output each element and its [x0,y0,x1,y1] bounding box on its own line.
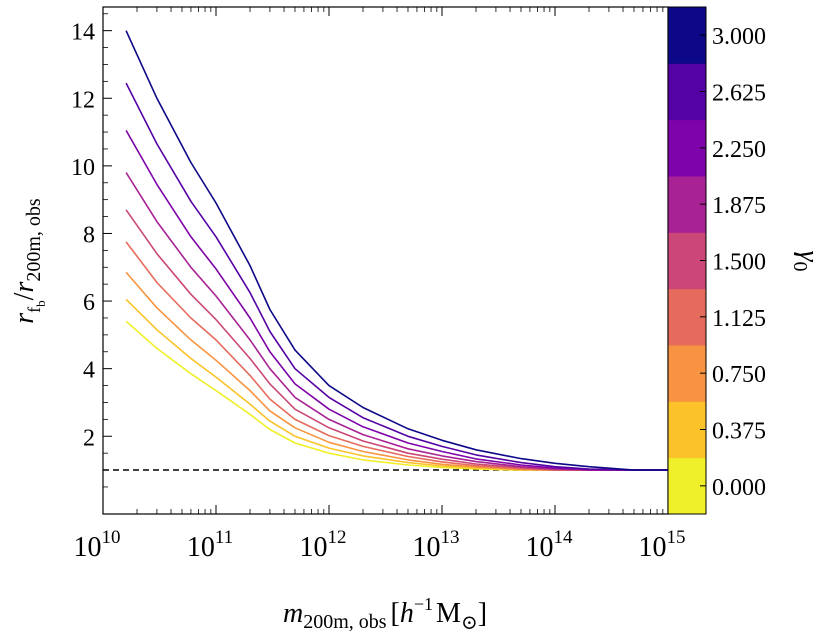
colorbar-band [668,345,706,402]
colorbar-tick-label: 1.875 [712,193,766,219]
plot-area [102,6,669,515]
colorbar-tick-label: 2.625 [712,81,766,107]
x-tick-label: 1013 [413,527,460,563]
colorbar-band [668,232,706,290]
y-tick-label: 6 [83,290,95,316]
x-tick-label: 1011 [187,527,233,563]
colorbar-tick-label: 0.750 [712,362,766,388]
y-tick-label: 8 [83,222,95,248]
x-tick-label: 1010 [74,527,121,563]
y-tick-label: 12 [71,87,95,113]
colorbar: 0.000 0.375 0.750 1.125 1.500 1.875 2.250 2.625… [667,6,766,515]
x-tick-label: 1014 [526,527,574,563]
y-tick-label: 14 [71,20,95,46]
colorbar-tick-label: 1.500 [712,250,766,276]
colorbar-tick-label: 3.000 [712,24,766,50]
series-group [125,30,668,471]
series-line-8 [125,30,668,471]
colorbar-tick-label: 0.375 [712,419,766,445]
y-axis-title: rfb/r200m, obs [9,198,48,324]
x-axis-title: m200m, obs [h−1 M⊙] [283,594,487,634]
x-axis: 1010 1011 1012 1013 1014 1015 [74,7,686,563]
colorbar-tick-label: 2.250 [712,137,766,163]
x-tick-label: 1015 [639,527,686,563]
colorbar-tick-label: 1.125 [712,306,766,332]
colorbar-band [668,457,706,515]
colorbar-band [668,401,706,459]
y-tick-label: 2 [83,425,95,451]
colorbar-band [668,288,706,346]
series-line-7 [125,82,668,471]
plot-frame [102,6,669,515]
x-tick-label: 1012 [300,527,347,563]
colorbar-band [668,63,706,121]
colorbar-band [668,176,706,233]
series-line-6 [125,130,668,471]
colorbar-tick-label: 0.000 [712,475,766,501]
y-axis: 2 4 6 8 10 12 14 [71,13,112,488]
colorbar-title: γ0 [789,250,824,271]
y-tick-label: 10 [71,155,95,181]
colorbar-band [668,7,706,64]
colorbar-band [668,119,706,177]
y-tick-label: 4 [83,358,95,384]
